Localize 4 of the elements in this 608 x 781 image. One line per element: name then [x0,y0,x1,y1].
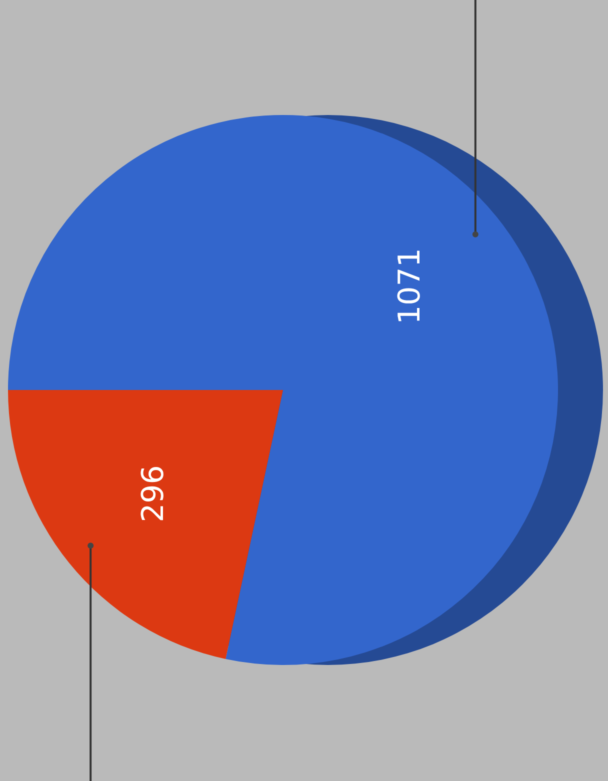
pie-slice [8,390,283,659]
data-label: 296 [136,465,171,522]
data-label: 1071 [392,248,428,324]
pie-slice [8,115,558,665]
